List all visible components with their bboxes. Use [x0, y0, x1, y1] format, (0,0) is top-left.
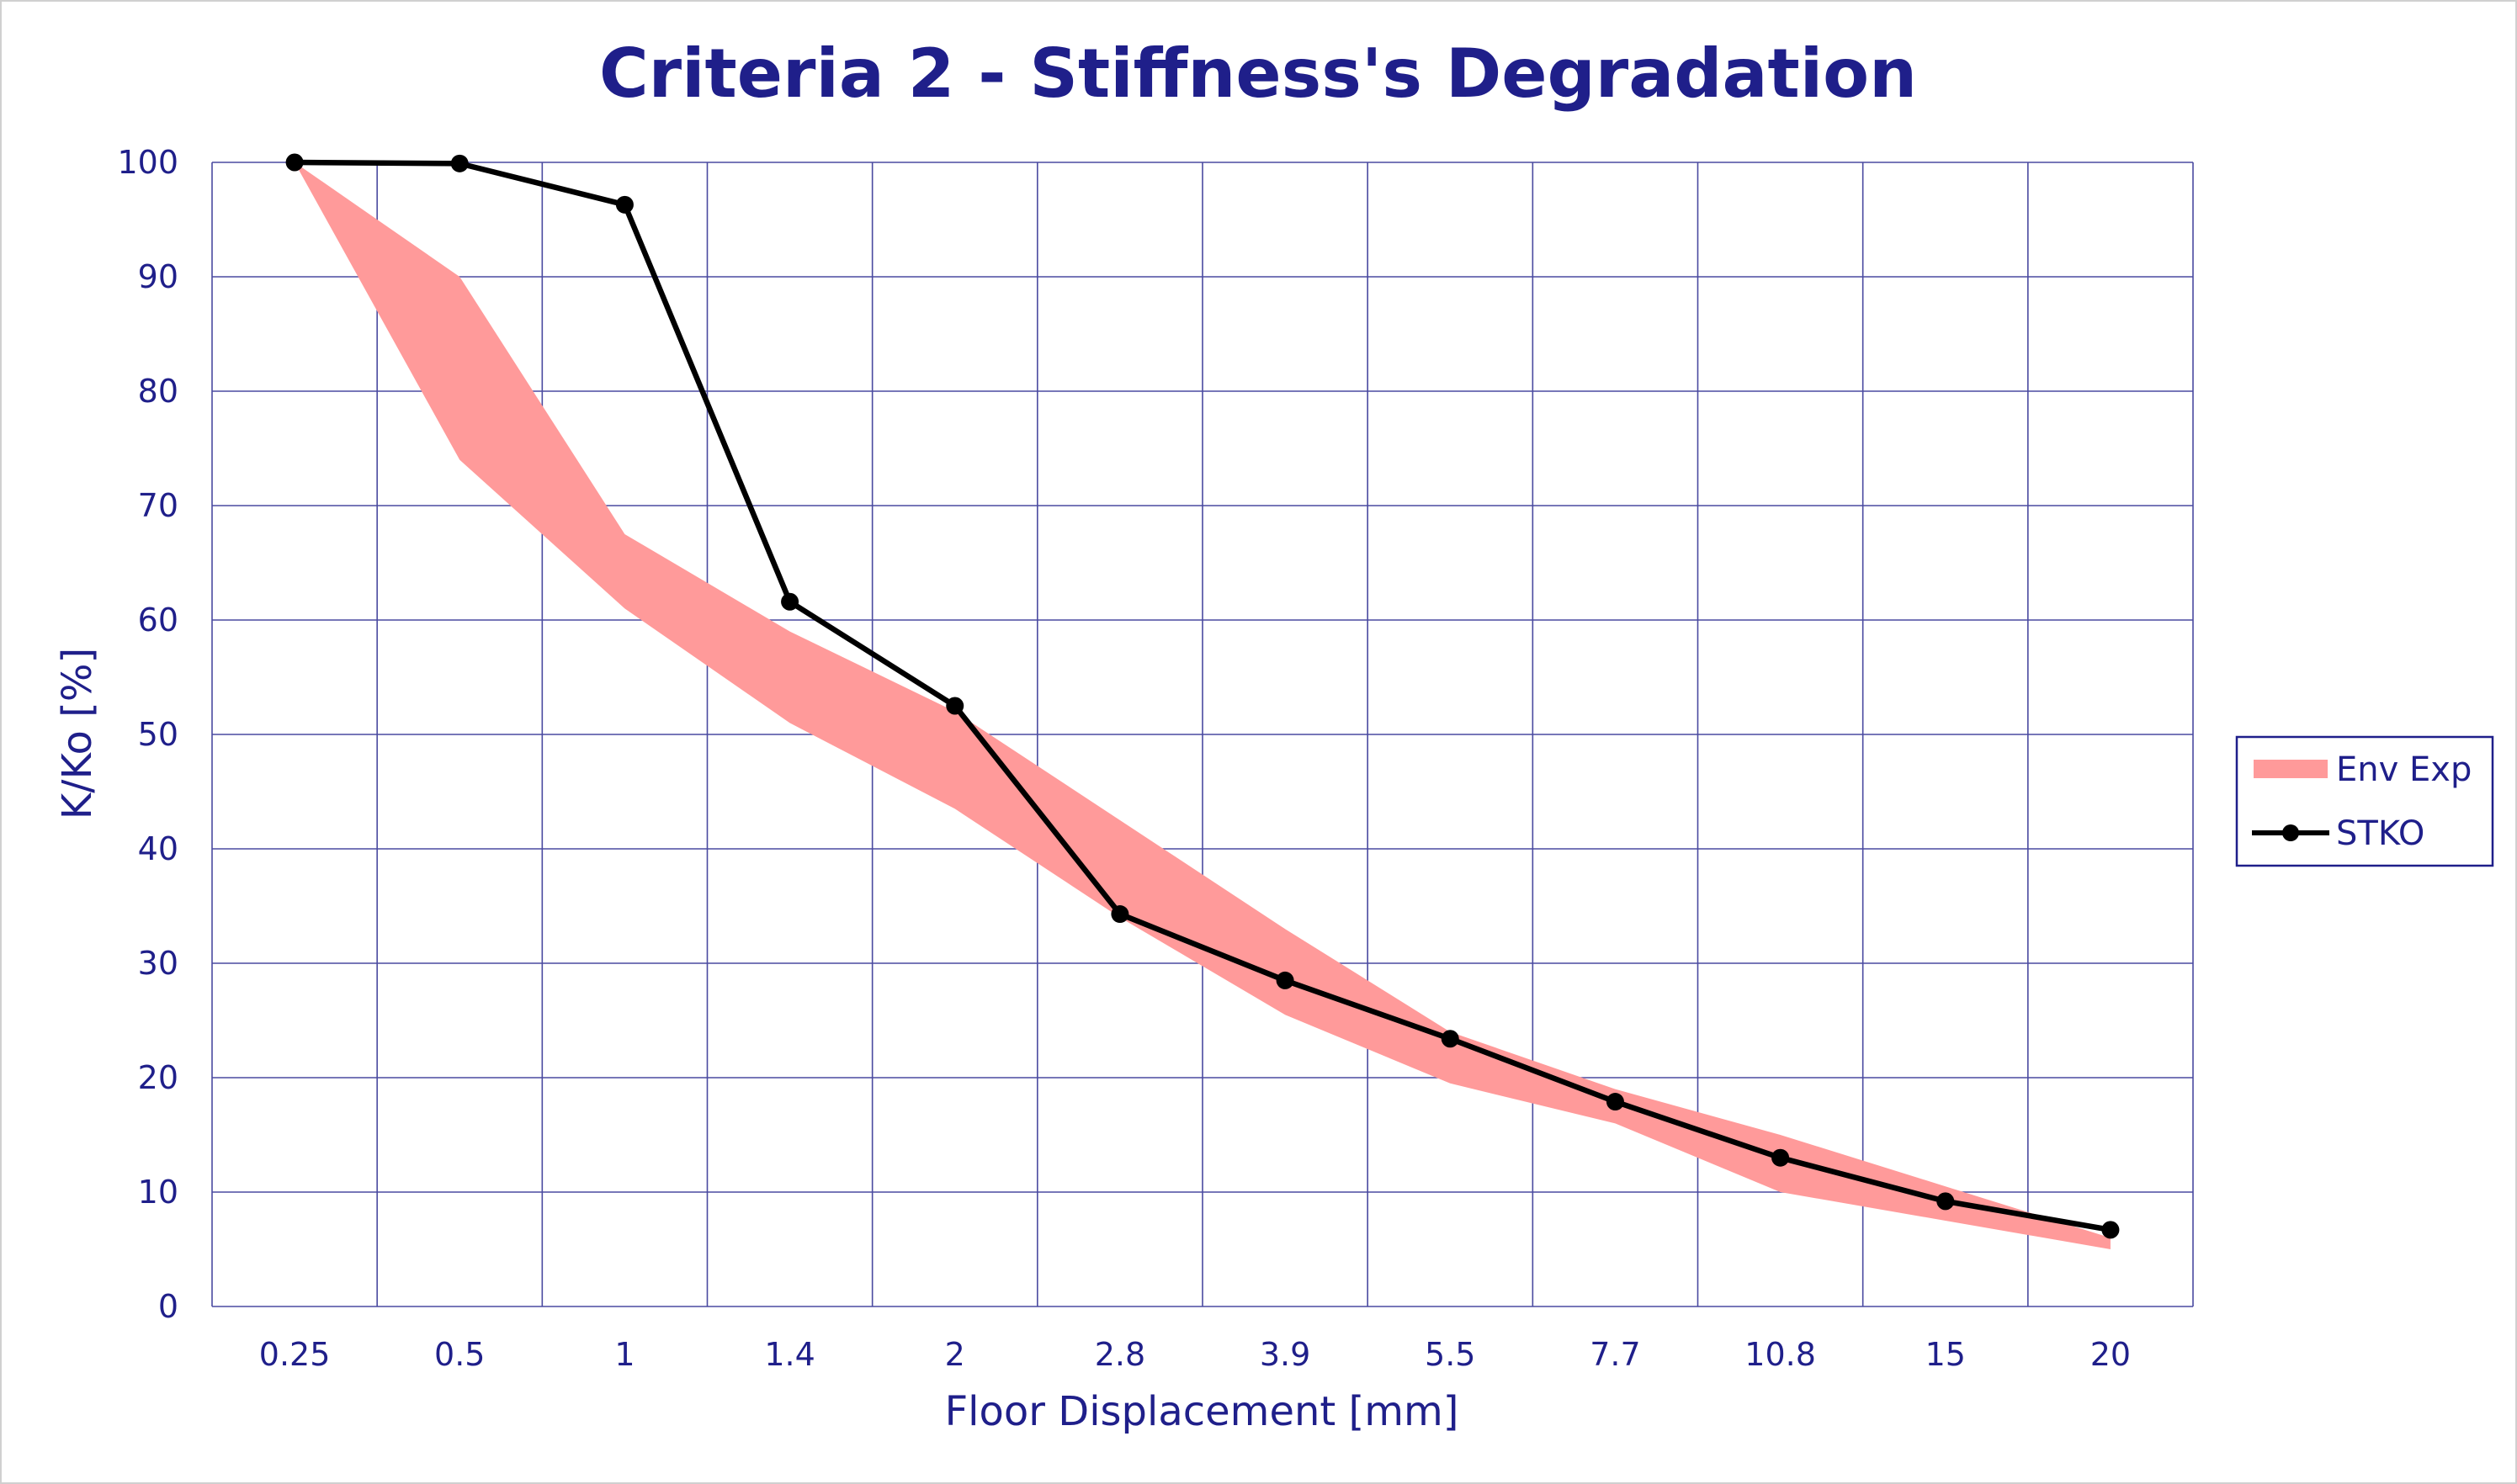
data-point	[1771, 1148, 1790, 1167]
x-tick-label: 10.8	[1744, 1336, 1816, 1373]
x-axis-label: Floor Displacement [mm]	[945, 1388, 1459, 1435]
x-tick-label: 3.9	[1260, 1336, 1310, 1373]
legend-swatch-env-exp	[2254, 760, 2328, 778]
x-tick-label: 15	[1925, 1336, 1966, 1373]
y-axis-ticks: 0 10 20 30 40 50 60 70 80 90 100	[117, 144, 178, 1325]
data-point	[285, 153, 304, 172]
x-tick-label: 2	[945, 1336, 965, 1373]
x-tick-label: 0.5	[434, 1336, 485, 1373]
legend-label-stko: STKO	[2336, 814, 2424, 853]
y-axis-label: K/Ko [%]	[54, 648, 101, 819]
legend-swatch-stko-marker	[2282, 824, 2299, 841]
data-point	[1936, 1192, 1955, 1211]
x-tick-label: 1	[614, 1336, 635, 1373]
x-tick-label: 7.7	[1590, 1336, 1640, 1373]
grid	[211, 162, 2194, 1307]
y-tick-label: 20	[138, 1059, 178, 1096]
data-point	[2101, 1221, 2120, 1239]
y-tick-label: 60	[138, 602, 178, 639]
y-tick-label: 10	[138, 1174, 178, 1211]
x-tick-label: 1.4	[764, 1336, 815, 1373]
y-tick-label: 50	[138, 716, 178, 753]
y-tick-label: 70	[138, 487, 178, 524]
data-point	[1606, 1093, 1624, 1111]
data-point	[946, 697, 964, 715]
data-point	[615, 195, 634, 214]
data-point	[1111, 905, 1129, 924]
legend-box	[2235, 735, 2494, 867]
data-point	[1441, 1030, 1459, 1048]
x-tick-label: 2.8	[1095, 1336, 1145, 1373]
y-tick-label: 0	[158, 1288, 178, 1325]
x-tick-label: 0.25	[259, 1336, 331, 1373]
y-tick-label: 40	[138, 830, 178, 867]
data-point	[450, 154, 469, 172]
y-tick-label: 100	[117, 144, 178, 181]
y-tick-label: 80	[138, 373, 178, 410]
chart-title: Criteria 2 - Stiffness's Degradation	[599, 34, 1917, 113]
y-tick-label: 30	[138, 945, 178, 982]
x-tick-label: 5.5	[1425, 1336, 1475, 1373]
legend-label-env-exp: Env Exp	[2336, 750, 2472, 789]
series-layer	[285, 153, 2120, 1239]
y-tick-label: 90	[138, 258, 178, 295]
x-tick-label: 20	[2090, 1336, 2131, 1373]
series-line-stko	[295, 159, 2111, 1233]
x-axis-ticks: 0.25 0.5 1 1.4 2 2.8 3.9 5.5 7.7 10.8 15 20	[259, 1336, 2131, 1373]
legend: Env Exp STKO	[2235, 735, 2494, 867]
data-point	[1276, 971, 1294, 989]
data-point	[781, 592, 799, 611]
